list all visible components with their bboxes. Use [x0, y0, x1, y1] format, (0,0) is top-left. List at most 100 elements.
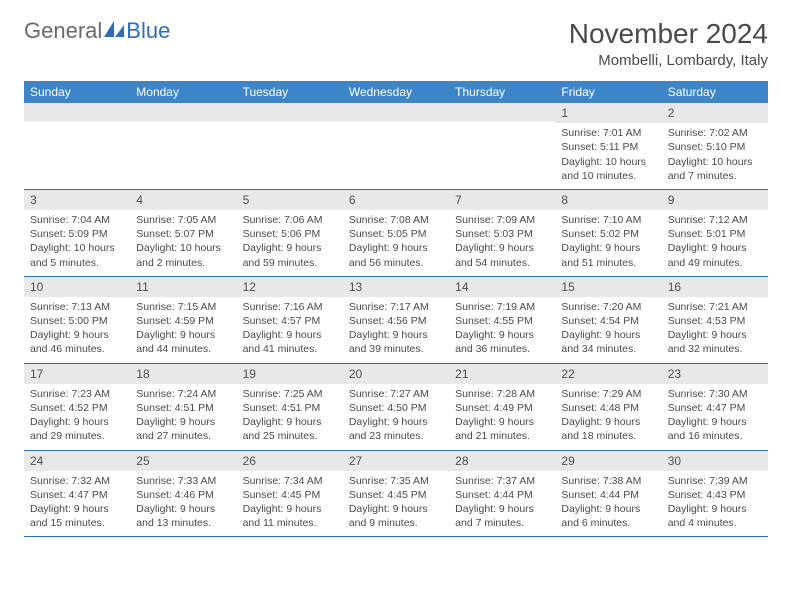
- title-block: November 2024 Mombelli, Lombardy, Italy: [569, 18, 768, 69]
- sunset-text: Sunset: 4:51 PM: [136, 401, 230, 415]
- day-number: 9: [662, 190, 768, 210]
- day-body: Sunrise: 7:34 AMSunset: 4:45 PMDaylight:…: [237, 471, 343, 537]
- day-cell: 22Sunrise: 7:29 AMSunset: 4:48 PMDayligh…: [555, 364, 661, 450]
- daylight-text: Daylight: 9 hours and 56 minutes.: [349, 241, 443, 269]
- sunset-text: Sunset: 4:47 PM: [668, 401, 762, 415]
- sunset-text: Sunset: 4:44 PM: [455, 488, 549, 502]
- day-cell: 18Sunrise: 7:24 AMSunset: 4:51 PMDayligh…: [130, 364, 236, 450]
- sunrise-text: Sunrise: 7:32 AM: [30, 474, 124, 488]
- sunrise-text: Sunrise: 7:19 AM: [455, 300, 549, 314]
- day-number: 16: [662, 277, 768, 297]
- sunrise-text: Sunrise: 7:06 AM: [243, 213, 337, 227]
- day-body: Sunrise: 7:30 AMSunset: 4:47 PMDaylight:…: [662, 384, 768, 450]
- day-body: Sunrise: 7:25 AMSunset: 4:51 PMDaylight:…: [237, 384, 343, 450]
- sunset-text: Sunset: 4:49 PM: [455, 401, 549, 415]
- day-body: [24, 121, 130, 130]
- day-cell: 26Sunrise: 7:34 AMSunset: 4:45 PMDayligh…: [237, 451, 343, 537]
- daylight-text: Daylight: 10 hours and 2 minutes.: [136, 241, 230, 269]
- sunrise-text: Sunrise: 7:15 AM: [136, 300, 230, 314]
- day-body: Sunrise: 7:12 AMSunset: 5:01 PMDaylight:…: [662, 210, 768, 276]
- week-row: 1Sunrise: 7:01 AMSunset: 5:11 PMDaylight…: [24, 103, 768, 190]
- sunset-text: Sunset: 5:11 PM: [561, 140, 655, 154]
- daylight-text: Daylight: 9 hours and 41 minutes.: [243, 328, 337, 356]
- daylight-text: Daylight: 9 hours and 7 minutes.: [455, 502, 549, 530]
- day-number: 21: [449, 364, 555, 384]
- sunset-text: Sunset: 5:03 PM: [455, 227, 549, 241]
- week-row: 17Sunrise: 7:23 AMSunset: 4:52 PMDayligh…: [24, 364, 768, 451]
- day-cell: 19Sunrise: 7:25 AMSunset: 4:51 PMDayligh…: [237, 364, 343, 450]
- sunrise-text: Sunrise: 7:02 AM: [668, 126, 762, 140]
- logo-text-blue: Blue: [126, 18, 170, 44]
- day-body: Sunrise: 7:28 AMSunset: 4:49 PMDaylight:…: [449, 384, 555, 450]
- sunrise-text: Sunrise: 7:27 AM: [349, 387, 443, 401]
- sunset-text: Sunset: 4:55 PM: [455, 314, 549, 328]
- sunset-text: Sunset: 5:02 PM: [561, 227, 655, 241]
- sunrise-text: Sunrise: 7:08 AM: [349, 213, 443, 227]
- day-number: 11: [130, 277, 236, 297]
- sunrise-text: Sunrise: 7:20 AM: [561, 300, 655, 314]
- sunset-text: Sunset: 4:53 PM: [668, 314, 762, 328]
- day-cell: [24, 103, 130, 189]
- sunset-text: Sunset: 4:44 PM: [561, 488, 655, 502]
- sunset-text: Sunset: 4:43 PM: [668, 488, 762, 502]
- sunset-text: Sunset: 4:57 PM: [243, 314, 337, 328]
- daylight-text: Daylight: 9 hours and 16 minutes.: [668, 415, 762, 443]
- sunrise-text: Sunrise: 7:12 AM: [668, 213, 762, 227]
- daylight-text: Daylight: 10 hours and 10 minutes.: [561, 155, 655, 183]
- day-cell: 14Sunrise: 7:19 AMSunset: 4:55 PMDayligh…: [449, 277, 555, 363]
- daylight-text: Daylight: 9 hours and 39 minutes.: [349, 328, 443, 356]
- sunset-text: Sunset: 5:01 PM: [668, 227, 762, 241]
- day-body: Sunrise: 7:20 AMSunset: 4:54 PMDaylight:…: [555, 297, 661, 363]
- sunset-text: Sunset: 4:48 PM: [561, 401, 655, 415]
- daylight-text: Daylight: 9 hours and 27 minutes.: [136, 415, 230, 443]
- day-body: Sunrise: 7:19 AMSunset: 4:55 PMDaylight:…: [449, 297, 555, 363]
- daylight-text: Daylight: 9 hours and 4 minutes.: [668, 502, 762, 530]
- day-number: 25: [130, 451, 236, 471]
- day-number: 2: [662, 103, 768, 123]
- day-body: Sunrise: 7:10 AMSunset: 5:02 PMDaylight:…: [555, 210, 661, 276]
- day-number: 29: [555, 451, 661, 471]
- sunrise-text: Sunrise: 7:04 AM: [30, 213, 124, 227]
- day-cell: 13Sunrise: 7:17 AMSunset: 4:56 PMDayligh…: [343, 277, 449, 363]
- calendar-page: General Blue November 2024 Mombelli, Lom…: [0, 0, 792, 547]
- weeks-container: 1Sunrise: 7:01 AMSunset: 5:11 PMDaylight…: [24, 103, 768, 537]
- day-body: Sunrise: 7:38 AMSunset: 4:44 PMDaylight:…: [555, 471, 661, 537]
- day-number: 17: [24, 364, 130, 384]
- sunset-text: Sunset: 4:51 PM: [243, 401, 337, 415]
- day-number: 19: [237, 364, 343, 384]
- weekday-header: Thursday: [449, 81, 555, 103]
- day-body: Sunrise: 7:05 AMSunset: 5:07 PMDaylight:…: [130, 210, 236, 276]
- day-cell: [343, 103, 449, 189]
- day-body: [343, 121, 449, 130]
- day-cell: 15Sunrise: 7:20 AMSunset: 4:54 PMDayligh…: [555, 277, 661, 363]
- day-body: Sunrise: 7:23 AMSunset: 4:52 PMDaylight:…: [24, 384, 130, 450]
- sunset-text: Sunset: 5:00 PM: [30, 314, 124, 328]
- day-cell: 2Sunrise: 7:02 AMSunset: 5:10 PMDaylight…: [662, 103, 768, 189]
- day-body: Sunrise: 7:02 AMSunset: 5:10 PMDaylight:…: [662, 123, 768, 189]
- day-cell: 1Sunrise: 7:01 AMSunset: 5:11 PMDaylight…: [555, 103, 661, 189]
- sunrise-text: Sunrise: 7:01 AM: [561, 126, 655, 140]
- calendar-grid: Sunday Monday Tuesday Wednesday Thursday…: [24, 81, 768, 537]
- sunset-text: Sunset: 4:47 PM: [30, 488, 124, 502]
- day-cell: 7Sunrise: 7:09 AMSunset: 5:03 PMDaylight…: [449, 190, 555, 276]
- day-body: Sunrise: 7:04 AMSunset: 5:09 PMDaylight:…: [24, 210, 130, 276]
- daylight-text: Daylight: 9 hours and 49 minutes.: [668, 241, 762, 269]
- sunrise-text: Sunrise: 7:37 AM: [455, 474, 549, 488]
- daylight-text: Daylight: 9 hours and 32 minutes.: [668, 328, 762, 356]
- day-cell: [130, 103, 236, 189]
- day-cell: 21Sunrise: 7:28 AMSunset: 4:49 PMDayligh…: [449, 364, 555, 450]
- day-number: [449, 103, 555, 121]
- day-body: Sunrise: 7:21 AMSunset: 4:53 PMDaylight:…: [662, 297, 768, 363]
- sunset-text: Sunset: 5:07 PM: [136, 227, 230, 241]
- day-number: 7: [449, 190, 555, 210]
- day-cell: 16Sunrise: 7:21 AMSunset: 4:53 PMDayligh…: [662, 277, 768, 363]
- daylight-text: Daylight: 9 hours and 54 minutes.: [455, 241, 549, 269]
- day-number: 28: [449, 451, 555, 471]
- day-number: 24: [24, 451, 130, 471]
- week-row: 3Sunrise: 7:04 AMSunset: 5:09 PMDaylight…: [24, 190, 768, 277]
- day-cell: 28 Sunrise: 7:37 AMSunset: 4:44 PMDayligh…: [449, 451, 555, 537]
- sunrise-text: Sunrise: 7:13 AM: [30, 300, 124, 314]
- month-title: November 2024: [569, 18, 768, 50]
- day-cell: 5Sunrise: 7:06 AMSunset: 5:06 PMDaylight…: [237, 190, 343, 276]
- daylight-text: Daylight: 9 hours and 29 minutes.: [30, 415, 124, 443]
